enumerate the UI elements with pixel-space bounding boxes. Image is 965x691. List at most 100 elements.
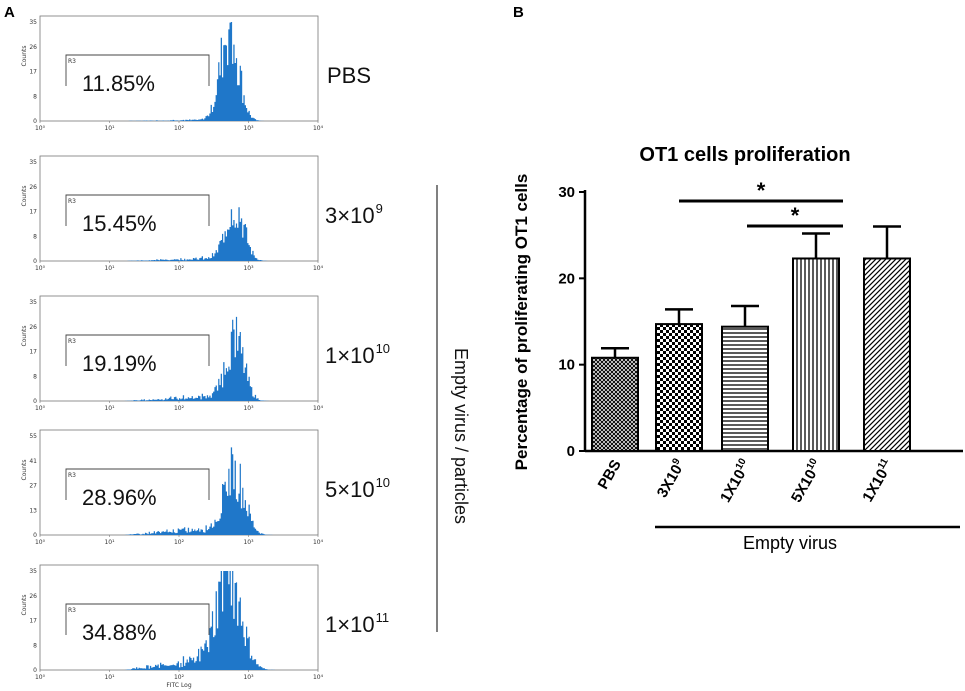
y-tick-label: 8 (33, 373, 37, 380)
x-tick-label: 10² (174, 405, 185, 412)
x-tick-label: 10² (174, 125, 185, 132)
y-tick-label: 41 (29, 458, 37, 465)
y-tick-label: 0 (33, 398, 37, 405)
category-label-text: 1X1011 (858, 456, 897, 505)
y-tick-label: 0 (33, 532, 37, 539)
gate-label: R3 (68, 338, 76, 345)
gate-label: R3 (68, 607, 76, 614)
histogram-plot: 0 8 17 26 35 Counts 10⁰ 10¹ 10² 10³ 10⁴ R3 19.19% 1×1… (21, 295, 390, 412)
gate-percent: 28.96% (82, 485, 157, 510)
histogram-plot: 0 13 27 41 55 Counts 10⁰ 10¹ 10² 10³ 10⁴ R3 28.96% 5×… (21, 429, 390, 546)
y-tick-label: 0 (567, 443, 575, 460)
y-tick-label: 30 (558, 184, 575, 201)
gate-label: R3 (68, 472, 76, 479)
y-tick-label: 26 (29, 184, 37, 191)
condition-exponent: 10 (376, 475, 390, 490)
y-tick-label: 17 (29, 349, 37, 356)
bar (863, 257, 911, 452)
category-label-text: 5X1010 (787, 456, 826, 505)
y-tick-label: 26 (29, 593, 37, 600)
y-tick-label: 35 (29, 159, 37, 166)
x-tick-label: 10⁴ (313, 125, 324, 132)
histogram-frame (39, 15, 319, 122)
x-tick-label: 10¹ (104, 265, 115, 272)
x-tick-label: 10³ (243, 125, 254, 132)
category-label: 1X1010 (716, 456, 755, 505)
histogram-frame (39, 429, 319, 536)
gate-bracket (65, 54, 210, 86)
y-tick-label: 8 (33, 642, 37, 649)
x-tick-label: 10³ (243, 405, 254, 412)
category-label: 1X1011 (858, 456, 897, 505)
x-tick-label: 10¹ (104, 674, 115, 681)
histogram-frame (39, 155, 319, 262)
histogram-plot: 0 8 17 26 35 Counts 10⁰ 10¹ 10² 10³ 10⁴ FITC Log R3 3… (21, 564, 390, 689)
x-tick-label: 10² (174, 674, 185, 681)
y-tick-label: 17 (29, 209, 37, 216)
y-axis-label: Counts (21, 46, 28, 67)
condition-exponent: 11 (376, 610, 390, 625)
x-tick-label: 10² (174, 539, 185, 546)
gate-percent: 19.19% (82, 351, 157, 376)
y-tick-label: 0 (33, 118, 37, 125)
x-tick-label: 10² (174, 265, 185, 272)
histogram-bars (40, 316, 318, 401)
y-axis-label: Counts (21, 460, 28, 481)
y-axis-label: Counts (21, 326, 28, 347)
condition-exponent: 9 (376, 201, 383, 216)
condition-label: 1×10 (325, 343, 375, 368)
significance-star: * (757, 178, 766, 203)
condition-label: 5×10 (325, 477, 375, 502)
y-tick-label: 17 (29, 69, 37, 76)
gate-bracket (65, 468, 210, 500)
y-tick-label: 20 (558, 270, 575, 287)
y-tick-label: 26 (29, 324, 37, 331)
panel-b-bar-chart: OT1 cells proliferation Percentage of pr… (512, 144, 963, 553)
condition-exponent: 10 (376, 341, 390, 356)
bar (591, 356, 639, 453)
gate-label: R3 (68, 58, 76, 65)
histogram-frame (39, 564, 319, 671)
condition-label: 3×10 (325, 203, 375, 228)
y-tick-label: 0 (33, 258, 37, 265)
x-tick-label: 10¹ (104, 405, 115, 412)
y-tick-label: 13 (29, 507, 37, 514)
y-tick-label: 35 (29, 19, 37, 26)
gate-percent: 15.45% (82, 211, 157, 236)
y-tick-label: 8 (33, 233, 37, 240)
y-tick-label: 27 (29, 483, 37, 490)
gate-percent: 11.85% (82, 71, 155, 96)
y-tick-label: 0 (33, 667, 37, 674)
category-label-text: PBS (595, 457, 625, 492)
x-tick-label: 10⁰ (35, 674, 46, 681)
y-tick-label: 8 (33, 93, 37, 100)
category-exponent: 9 (670, 456, 683, 467)
gate-label: R3 (68, 198, 76, 205)
gate-percent: 34.88% (82, 620, 157, 645)
y-axis-label: Percentage of proliferating OT1 cells (512, 174, 531, 471)
bar (655, 323, 703, 452)
histogram-plot: 0 8 17 26 35 Counts 10⁰ 10¹ 10² 10³ 10⁴ R3 15.45% 3×1… (21, 155, 383, 272)
category-label: 3X109 (653, 456, 689, 501)
bar (721, 325, 769, 452)
y-tick-label: 10 (558, 357, 575, 374)
y-tick-label: 35 (29, 299, 37, 306)
panel-a-letter: A (4, 4, 15, 21)
y-tick-label: 35 (29, 568, 37, 575)
condition-label: 1×10 (325, 612, 375, 637)
x-tick-label: 10⁴ (313, 674, 324, 681)
bars (591, 225, 911, 453)
category-exponent: 11 (876, 456, 891, 471)
x-tick-label: 10³ (243, 674, 254, 681)
panel-a-histograms: 0 8 17 26 35 Counts 10⁰ 10¹ 10² 10³ 10⁴ R3 11.85% PBS… (21, 15, 390, 689)
category-label-text: 1X1010 (716, 456, 755, 505)
chart-title: OT1 cells proliferation (639, 144, 850, 166)
x-tick-label: 10¹ (104, 539, 115, 546)
x-tick-label: 10⁰ (35, 265, 46, 272)
gate-bracket (65, 334, 210, 366)
significance-star: * (791, 203, 800, 228)
y-axis-label: Counts (21, 186, 28, 207)
histogram-bars (40, 447, 318, 535)
x-tick-label: 10⁰ (35, 405, 46, 412)
group-label: Empty virus (743, 533, 837, 553)
